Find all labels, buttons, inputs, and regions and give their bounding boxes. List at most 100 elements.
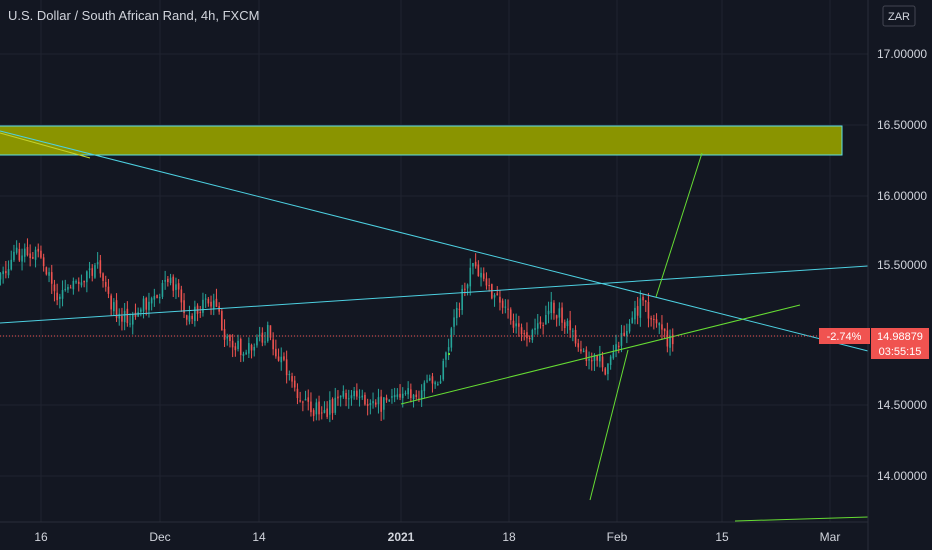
candle-body [242, 353, 245, 356]
candle-body [496, 293, 499, 296]
candle-body [156, 295, 158, 299]
candle-body [464, 288, 466, 290]
candle-body [574, 329, 577, 344]
candle-body [48, 272, 50, 276]
currency-badge[interactable]: ZAR [882, 5, 916, 27]
candle-body [264, 341, 266, 343]
candle-body [636, 306, 639, 316]
candle-body [67, 287, 69, 290]
candle-body [655, 319, 658, 324]
candle-body [145, 297, 148, 310]
trendline-ascending-cyan[interactable] [0, 265, 869, 324]
price-tick-label: 15.50000 [877, 258, 927, 272]
candle-body [221, 311, 223, 331]
drawing-tools[interactable] [0, 130, 869, 522]
countdown-box [871, 344, 929, 359]
candle-body [545, 314, 547, 325]
candle-body [293, 380, 296, 388]
projection-up-green[interactable] [655, 152, 703, 298]
candle-body [207, 298, 210, 304]
price-tick-label: 17.00000 [877, 47, 927, 61]
candle-body [380, 396, 382, 412]
candle-body [550, 301, 553, 314]
currency-label: ZAR [888, 11, 910, 23]
candle-body [339, 395, 342, 398]
trendline-support-green[interactable] [400, 304, 801, 405]
candle-body [96, 262, 99, 265]
candle-body [285, 359, 288, 376]
candle-body [607, 363, 609, 375]
candle-body [599, 354, 601, 362]
candle-body [609, 356, 612, 365]
candle-body [56, 292, 58, 301]
time-axis[interactable]: 16 Dec 14 2021 18 Feb 15 Mar [34, 530, 840, 544]
candle-body [142, 298, 145, 312]
candle-body [604, 368, 607, 375]
candle-body [7, 269, 10, 276]
candlestick-series [0, 238, 674, 423]
candle-body [188, 315, 191, 322]
candle-body [175, 284, 177, 290]
candle-body [299, 400, 301, 402]
candle-body [356, 390, 358, 397]
date-tick-label: 16 [34, 530, 48, 544]
trendline-descending-cyan[interactable] [0, 130, 869, 352]
candle-body [431, 376, 434, 384]
candle-body [199, 312, 202, 314]
candle-body [593, 354, 596, 362]
projection-down-green[interactable] [589, 349, 629, 501]
candle-body [280, 356, 283, 363]
candle-body [329, 400, 331, 415]
candle-body [523, 333, 526, 335]
price-tick-label: 16.50000 [877, 118, 927, 132]
candle-body [337, 396, 339, 399]
candle-body [94, 265, 96, 278]
price-tick-label: 16.00000 [877, 189, 927, 203]
candle-body [366, 404, 369, 406]
bottom-green-line[interactable] [734, 516, 869, 522]
candle-body [553, 302, 555, 314]
candle-body [415, 394, 418, 398]
candle-body [472, 263, 474, 267]
trendline-yellow[interactable] [0, 132, 91, 159]
candle-body [458, 308, 461, 310]
candle-body [474, 261, 477, 267]
candle-body [45, 267, 48, 275]
candle-body [515, 323, 517, 327]
candle-body [86, 271, 88, 283]
candle-body [148, 301, 150, 311]
candle-body [5, 271, 7, 274]
candle-body [561, 307, 563, 323]
candle-body [253, 346, 256, 351]
candle-body [234, 346, 237, 351]
candle-body [501, 300, 504, 308]
candle-body [53, 284, 56, 292]
candle-body [172, 276, 175, 291]
candle-body [477, 264, 480, 277]
candle-body [245, 352, 247, 355]
candle-body [623, 332, 625, 336]
candle-body [75, 281, 77, 283]
candle-body [547, 310, 550, 315]
resistance-zone[interactable] [0, 125, 843, 156]
candle-body [661, 324, 663, 330]
candle-body [323, 410, 326, 413]
candle-body [585, 349, 588, 362]
date-tick-label: Mar [820, 530, 841, 544]
candle-body [69, 287, 72, 289]
candle-body [237, 340, 239, 350]
last-price-value-box [871, 328, 929, 344]
candle-body [410, 389, 412, 399]
candle-body [272, 339, 274, 350]
candle-body [2, 271, 4, 275]
grid-lines [0, 0, 868, 522]
candle-body [577, 343, 580, 348]
candle-body [488, 285, 490, 287]
candle-body [191, 315, 193, 319]
candle-body [283, 356, 285, 360]
date-tick-label: 15 [715, 530, 729, 544]
candle-body [437, 384, 439, 386]
candle-body [61, 289, 64, 299]
candle-body [26, 247, 29, 256]
